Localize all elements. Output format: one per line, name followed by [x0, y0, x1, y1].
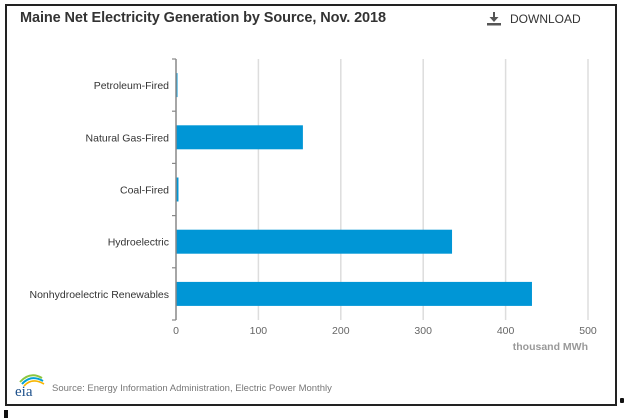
artifact-mark — [620, 398, 624, 403]
chart-title: Maine Net Electricity Generation by Sour… — [20, 10, 386, 26]
x-tick-label: 400 — [497, 325, 515, 337]
bar-natural-gas-fired — [176, 125, 303, 150]
download-icon — [487, 12, 501, 26]
download-label: DOWNLOAD — [510, 12, 581, 26]
eia-logo-text: eia — [15, 384, 33, 398]
bar-hydroelectric — [176, 229, 453, 254]
download-button[interactable]: DOWNLOAD — [486, 12, 581, 26]
category-label: Petroleum-Fired — [94, 80, 169, 92]
x-axis-title: thousand MWh — [513, 341, 588, 353]
artifact-mark — [4, 410, 8, 418]
x-tick-label: 200 — [332, 325, 350, 337]
x-tick-label: 300 — [414, 325, 432, 337]
eia-logo: eia — [14, 372, 48, 403]
category-label: Coal-Fired — [120, 185, 169, 197]
bar-nonhydroelectric-renewables — [176, 281, 532, 306]
chart-frame — [5, 4, 617, 406]
x-tick-label: 0 — [173, 325, 179, 337]
x-tick-label: 100 — [250, 325, 268, 337]
category-label: Hydroelectric — [108, 237, 169, 249]
category-label: Natural Gas-Fired — [86, 132, 170, 144]
category-label: Nonhydroelectric Renewables — [30, 289, 170, 301]
source-note: Source: Energy Information Administratio… — [52, 383, 332, 394]
bar-coal-fired — [176, 177, 179, 202]
x-tick-label: 500 — [579, 325, 597, 337]
